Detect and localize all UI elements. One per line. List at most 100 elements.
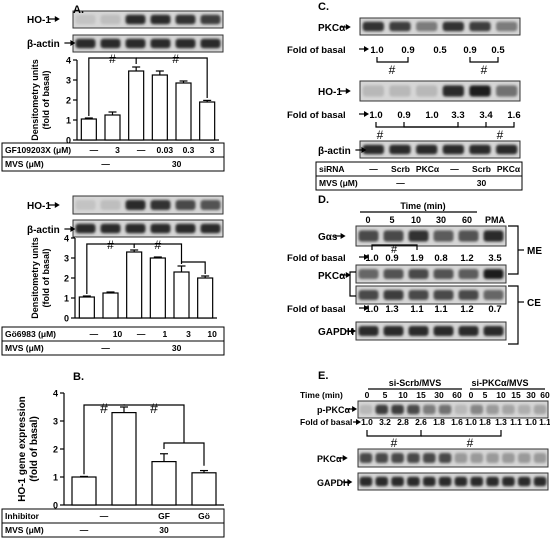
panel-c-sig3: #	[377, 128, 384, 142]
panel-d-time-value: 5	[389, 215, 394, 225]
panel-d-pkc-me-blot-band	[433, 268, 454, 280]
panel-a-top-ho1-blot-band	[200, 14, 221, 25]
panel-e-time-value: 10	[496, 390, 506, 400]
panel-d-gapdh-blot-band	[458, 325, 479, 337]
panel-c-pkc-fold-value: 1.0	[370, 45, 383, 56]
panel-e-fold-value: 2.6	[415, 417, 427, 427]
panel-d-gas-blot	[355, 225, 507, 247]
panel-a-top-ho1-blot-band	[125, 14, 146, 25]
panel-e-time-value: 60	[452, 390, 462, 400]
panel-e-pkc-blot	[357, 448, 549, 468]
panel-e-ppkc-blot-band	[422, 404, 436, 415]
panel-d-gapdh-blot-band	[483, 325, 504, 337]
table-a-bot-row2-label: MVS (μM)	[5, 343, 44, 353]
panel-a-bot-actin-blot-band	[75, 223, 96, 234]
table-c-row1-cell: PKCα	[497, 164, 521, 174]
chart-a-bot-ytick-label: 2	[64, 274, 69, 284]
table-a-bot-row1-cell: 10	[113, 329, 123, 339]
panel-d-ce-fold-value: 1.1	[434, 304, 448, 315]
panel-a-letter: A.	[73, 4, 84, 16]
panel-c-ho1-label-arrow-head	[345, 88, 351, 94]
panel-a-top-actin-blot-band	[150, 38, 171, 49]
panel-c-ho1-blot	[359, 80, 521, 102]
panel-c-ho1-blot-band	[416, 85, 438, 97]
table-a-bot-row1-cell: —	[137, 329, 146, 339]
table-a-bot-row2-box	[1, 340, 225, 356]
table-a-bot-row1-label: Gö6983 (μM)	[5, 329, 56, 339]
panel-c-pkc-blot-band	[442, 21, 464, 32]
panel-e-gapdh-blot-band	[533, 476, 547, 487]
panel-a-top-actin-blot	[72, 34, 224, 53]
panel-e-pkc-blot-band	[375, 452, 389, 464]
chart-b-bar	[111, 412, 137, 506]
panel-d-pkc-ce-blot-band	[408, 289, 429, 301]
panel-a-top-actin-blot-band	[100, 38, 121, 49]
panel-e-ppkc-blot-band	[533, 404, 547, 415]
chart-a-bot-bar	[78, 296, 95, 319]
panel-c-actin-blot-band	[496, 144, 518, 155]
panel-e-pkc-blot-band	[438, 452, 452, 464]
panel-d-gapdh-blot-band	[358, 325, 379, 337]
table-b-row2-box	[1, 522, 225, 538]
chart-a-top-sig1: #	[109, 52, 116, 66]
chart-a-top-bar	[104, 114, 121, 141]
panel-e-fold-label: Fold of basal	[300, 417, 352, 427]
panel-d-pkc-me-blot-band	[383, 268, 404, 280]
panel-e-pkc-blot-band	[486, 452, 499, 464]
panel-e-fold-value: 2.8	[397, 417, 409, 427]
panel-e-letter: E.	[318, 370, 328, 382]
chart-a-top-bar	[151, 74, 168, 141]
chart-a-top-ytick-label: 3	[66, 76, 71, 86]
panel-d-pkc-me-blot-band	[358, 268, 379, 280]
panel-e-time-value: 15	[511, 390, 521, 400]
panel-e-time-value: 5	[383, 390, 388, 400]
panel-c-actin-blot-band	[362, 144, 384, 155]
panel-d-time-label: Time (min)	[400, 201, 445, 211]
panel-d-gapdh-blot-band	[383, 325, 404, 337]
table-c-row2-label: MVS (μM)	[319, 178, 358, 188]
panel-e-bracket1	[366, 430, 422, 437]
panel-d-gas-blot-band	[458, 230, 479, 242]
table-c-row1-label: siRNA	[319, 164, 345, 174]
panel-c-fold-arrowhead-2	[364, 111, 369, 117]
panel-d-pkc-ce-blot	[355, 285, 507, 305]
chart-a-top-bar	[80, 118, 97, 141]
chart-a-bot-sig1: #	[107, 238, 114, 252]
panel-a-bot-actin-blot-band	[175, 223, 196, 234]
table-c-row2-box	[315, 175, 523, 191]
panel-e-fold-value: 1.1	[510, 417, 522, 427]
panel-d-gapdh-label: GAPDH	[318, 327, 354, 338]
panel-d-pkc-me-blot-band	[483, 268, 504, 280]
panel-d-ce-label: CE	[527, 298, 541, 309]
panel-d-gapdh-label-arrow-head	[351, 328, 356, 334]
panel-e-gapdh-blot-band	[407, 476, 420, 487]
panel-d-gas-label: Gαs	[318, 232, 338, 243]
panel-c-ho1-fold-value: 0.9	[397, 110, 410, 121]
panel-d-gas-blot-band	[408, 230, 429, 242]
panel-d-pkc-bracket	[349, 271, 356, 297]
chart-a-top-ytick-label: 1	[66, 116, 71, 126]
panel-e-pkc-blot-band	[359, 452, 373, 464]
panel-e-ppkc-blot-band	[517, 404, 531, 415]
panel-d-me-brace	[508, 225, 519, 275]
panel-a-bot-ho1-blot-band	[150, 199, 171, 211]
panel-d-gapdh-blot-band	[433, 325, 454, 337]
panel-e-ppkc-blot-band	[407, 404, 420, 415]
panel-e-pkc-label-arrow-head	[342, 455, 348, 461]
chart-a-top-bar	[199, 101, 216, 141]
panel-c-ho1-blot-band	[496, 85, 518, 97]
panel-c-pkc-blot-band	[496, 21, 518, 32]
table-c-row2-cell: 30	[477, 178, 487, 188]
panel-d-pkc-ce-blot-band	[358, 289, 379, 301]
table-a-bot-row1-cell: 3	[186, 329, 191, 339]
panel-c-actin-blot	[359, 140, 521, 159]
panel-e-time-value: 0	[365, 390, 370, 400]
panel-e-time-value: 0	[469, 390, 474, 400]
panel-e-ppkc-blot-membrane	[357, 400, 549, 419]
chart-b-sig1: #	[100, 400, 108, 416]
table-a-top-row1-cell: 0.3	[183, 145, 195, 155]
panel-c-ho1-blot-band	[362, 85, 384, 97]
table-a-bot-row1-cell: 1	[162, 329, 167, 339]
panel-e-ppkc-label-arrow-head	[352, 406, 358, 412]
panel-e-fold-value: 1.8	[479, 417, 491, 427]
